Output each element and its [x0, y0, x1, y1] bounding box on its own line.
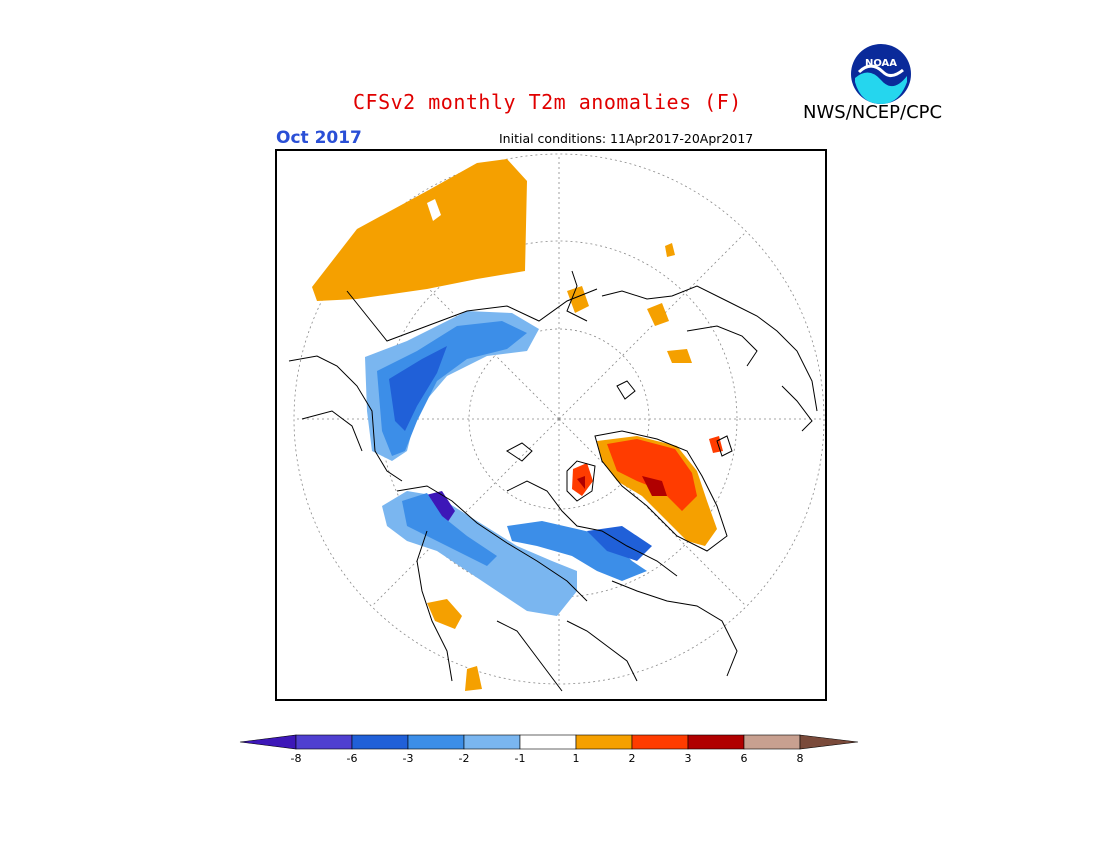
- color-legend: -8 -6 -3 -2 -1 1 2 3 6 8: [238, 730, 868, 770]
- legend-swatch: [351, 734, 409, 750]
- legend-ticks: -8 -6 -3 -2 -1 1 2 3 6 8: [291, 752, 804, 765]
- legend-tick-label: 8: [797, 752, 804, 765]
- legend-tick-label: -2: [459, 752, 470, 765]
- legend-swatch: [463, 734, 521, 750]
- polar-map: [275, 149, 827, 701]
- legend-swatch: [519, 734, 577, 750]
- legend-swatch: [575, 734, 633, 750]
- legend-tick-label: -8: [291, 752, 302, 765]
- map-title: CFSv2 monthly T2m anomalies (F): [353, 90, 742, 114]
- noaa-logo: NOAA: [849, 42, 913, 110]
- legend-tick-label: 3: [685, 752, 692, 765]
- graticule: [293, 153, 825, 685]
- agency-label: NWS/NCEP/CPC: [803, 102, 943, 123]
- forecast-month: Oct 2017: [276, 128, 362, 148]
- initial-conditions-label: Initial conditions: 11Apr2017-20Apr2017: [499, 131, 754, 146]
- logo-lettering: NOAA: [865, 58, 897, 69]
- legend-tick-label: 1: [573, 752, 580, 765]
- legend-tick-label: -1: [515, 752, 526, 765]
- legend-arrow-high: [799, 734, 859, 750]
- legend-swatch: [407, 734, 465, 750]
- anomaly-shading: [312, 159, 723, 691]
- legend-tick-label: 6: [741, 752, 748, 765]
- legend-tick-label: -3: [403, 752, 414, 765]
- legend-tick-label: -6: [347, 752, 358, 765]
- legend-swatches: [239, 734, 859, 750]
- coastlines: [288, 270, 818, 692]
- legend-swatch: [631, 734, 689, 750]
- legend-tick-label: 2: [629, 752, 636, 765]
- legend-swatch: [687, 734, 745, 750]
- legend-swatch: [743, 734, 801, 750]
- legend-swatch: [295, 734, 353, 750]
- polar-map-canvas: [288, 153, 825, 692]
- legend-arrow-low: [239, 734, 297, 750]
